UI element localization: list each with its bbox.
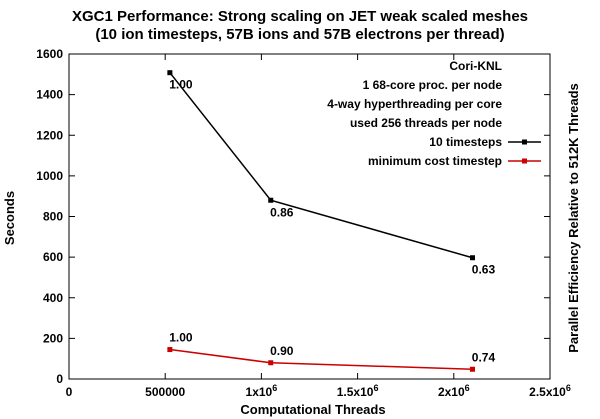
y-tick-label: 0 — [56, 372, 63, 386]
legend-marker — [522, 139, 527, 145]
legend-entry-label: minimum cost timestep — [368, 154, 502, 168]
legend-note: used 256 threads per node — [350, 116, 502, 130]
x-tick-label: 2.5x106 — [529, 383, 571, 399]
data-label: 0.63 — [472, 263, 496, 277]
data-point — [167, 347, 173, 353]
legend-entry-label: 10 timesteps — [429, 135, 502, 149]
x-axis-label: Computational Threads — [240, 402, 385, 417]
x-tick-label: 1x106 — [246, 383, 278, 399]
y-tick-label: 400 — [43, 291, 63, 305]
y-tick-label: 600 — [43, 250, 63, 264]
data-label: 0.86 — [270, 205, 294, 219]
legend-note: Cori-KNL — [449, 59, 502, 73]
y-tick-label: 1000 — [36, 169, 63, 183]
data-point — [167, 70, 173, 76]
data-point — [469, 366, 475, 372]
y-tick-label: 1600 — [36, 47, 63, 61]
x-tick-label: 1.5x106 — [337, 383, 379, 399]
chart-title-line: XGC1 Performance: Strong scaling on JET … — [72, 8, 528, 25]
x-axis-ticks: 0 500000 1x106 1.5x106 2x106 2.5x106 — [66, 54, 571, 399]
x-tick-label: 2x106 — [438, 383, 470, 399]
chart-title-line: (10 ion timesteps, 57B ions and 57B elec… — [95, 26, 504, 43]
legend-note: 4-way hyperthreading per core — [327, 97, 502, 111]
y-axis-label: Seconds — [2, 191, 17, 245]
x-tick-label: 500000 — [145, 385, 185, 399]
data-label: 1.00 — [169, 331, 193, 345]
y-tick-label: 1200 — [36, 128, 63, 142]
legend-note: 1 68-core proc. per node — [363, 78, 503, 92]
y-tick-label: 800 — [43, 210, 63, 224]
y-tick-label: 1400 — [36, 88, 63, 102]
series-lines: 1.00 0.86 0.63 1.00 0.90 0.74 — [167, 70, 495, 372]
data-point — [469, 255, 475, 261]
data-label: 0.74 — [472, 350, 496, 364]
legend: Cori-KNL 1 68-core proc. per node 4-way hy… — [327, 59, 541, 168]
data-label: 0.90 — [270, 344, 294, 358]
y-tick-label: 200 — [43, 331, 63, 345]
data-point — [268, 360, 274, 366]
legend-marker — [522, 158, 527, 164]
data-label: 1.00 — [169, 78, 193, 92]
data-point — [268, 197, 274, 203]
chart-title: XGC1 Performance: Strong scaling on JET … — [72, 8, 528, 43]
y2-axis-label: Parallel Efficiency Relative to 512K Thr… — [566, 83, 581, 353]
series-line — [169, 348, 473, 370]
x-tick-label: 0 — [66, 385, 73, 399]
y-axis-ticks: 0 200 400 600 800 1000 1200 1400 1600 — [36, 47, 550, 386]
